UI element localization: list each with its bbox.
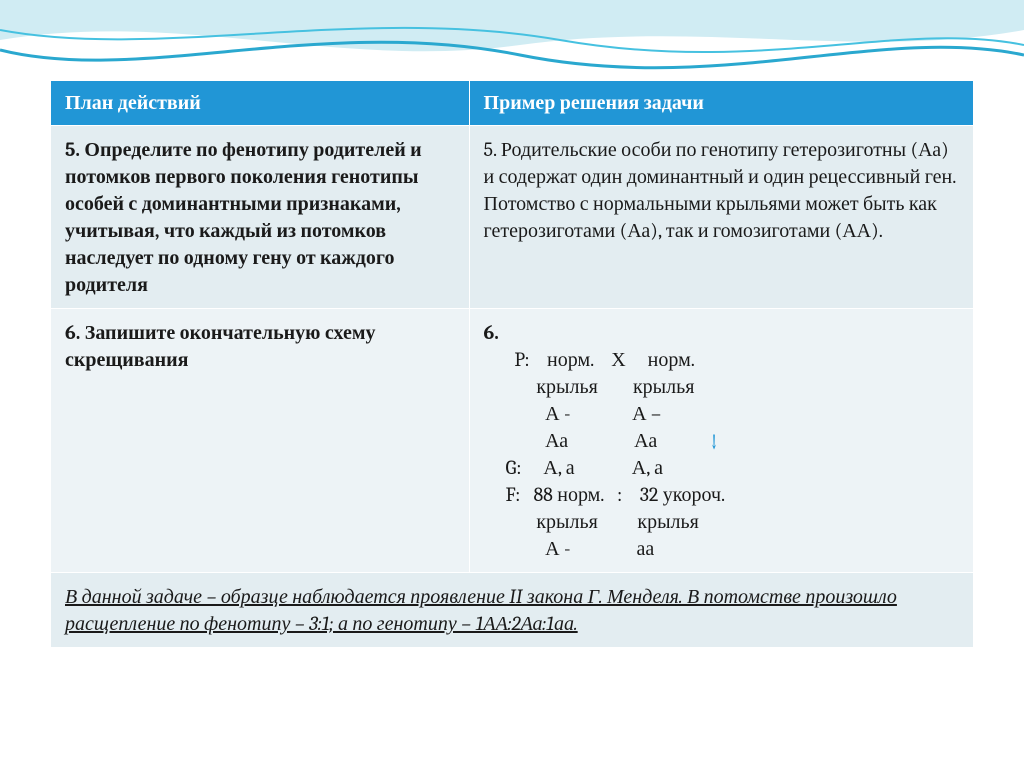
- col-header-example: Пример решения задачи: [469, 81, 973, 126]
- example-cell-5: 5. Родительские особи по генотипу гетеро…: [469, 126, 973, 309]
- crossing-scheme: P: норм. Х норм. крылья крылья А - А – А…: [484, 346, 959, 562]
- scheme-label: 6.: [484, 321, 499, 344]
- down-arrow-icon: ↓: [711, 430, 718, 454]
- genetics-table: План действий Пример решения задачи 5. О…: [50, 80, 974, 648]
- example-cell-6: 6. P: норм. Х норм. крылья крылья А - А …: [469, 309, 973, 573]
- conclusion-cell: В данной задаче – образце наблюдается пр…: [51, 573, 974, 648]
- col-header-plan: План действий: [51, 81, 470, 126]
- plan-cell-5: 5. Определите по фенотипу родителей и по…: [51, 126, 470, 309]
- table-footer-row: В данной задаче – образце наблюдается пр…: [51, 573, 974, 648]
- table-row: 6. Запишите окончательную схему скрещива…: [51, 309, 974, 573]
- decorative-wave: [0, 0, 1024, 90]
- table-row: 5. Определите по фенотипу родителей и по…: [51, 126, 974, 309]
- plan-cell-6: 6. Запишите окончательную схему скрещива…: [51, 309, 470, 573]
- table-header-row: План действий Пример решения задачи: [51, 81, 974, 126]
- slide-content: План действий Пример решения задачи 5. О…: [50, 80, 974, 648]
